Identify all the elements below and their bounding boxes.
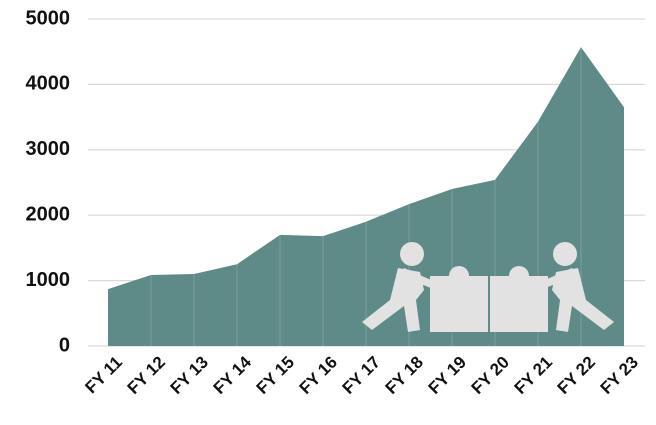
y-tick-label: 4000	[26, 73, 71, 95]
x-tick-label: FY 21	[511, 353, 556, 398]
x-tick-label: FY 19	[425, 353, 470, 398]
x-tick-label: FY 11	[81, 353, 126, 398]
y-tick-label: 2000	[26, 203, 71, 225]
y-tick-label: 3000	[26, 138, 71, 160]
puzzle-knob	[449, 266, 469, 286]
chart: 010002000300040005000FY 11FY 12FY 13FY 1…	[0, 0, 656, 425]
person-head	[553, 242, 577, 266]
puzzle-knob	[509, 266, 529, 286]
person-head	[400, 242, 424, 266]
y-tick-label: 0	[59, 334, 70, 356]
x-tick-label: FY 20	[468, 353, 513, 398]
x-tick-label: FY 22	[554, 353, 599, 398]
x-tick-label: FY 15	[253, 353, 298, 398]
x-tick-label: FY 17	[339, 353, 384, 398]
page: {"chart_data": {"type": "area", "categor…	[0, 0, 656, 425]
x-tick-label: FY 18	[382, 353, 427, 398]
x-tick-label: FY 13	[167, 353, 212, 398]
y-tick-label: 1000	[26, 269, 71, 291]
x-tick-label: FY 23	[597, 353, 642, 398]
x-tick-label: FY 14	[210, 352, 256, 398]
x-tick-label: FY 16	[296, 353, 341, 398]
x-tick-label: FY 12	[124, 353, 169, 398]
y-tick-label: 5000	[26, 7, 71, 29]
